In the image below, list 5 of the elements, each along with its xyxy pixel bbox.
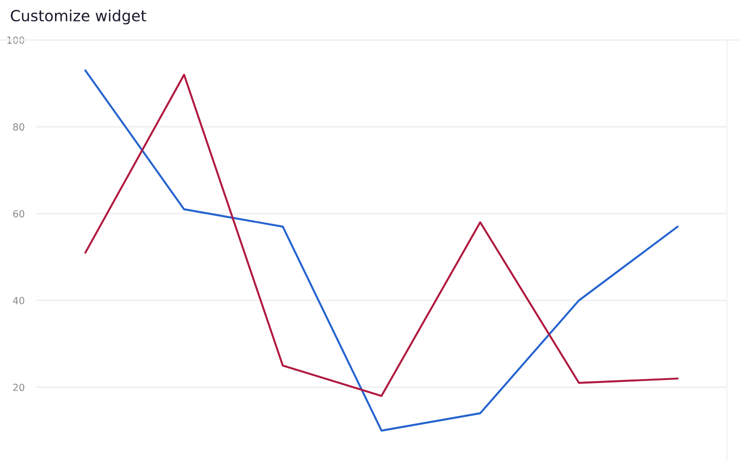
y-tick-label: 40 bbox=[12, 296, 24, 304]
y-tick-label: 60 bbox=[13, 210, 24, 218]
y-tick-label: 20 bbox=[13, 384, 24, 392]
y-tick-label: 80 bbox=[13, 123, 24, 131]
chart-title: Customize widget bbox=[10, 10, 146, 24]
